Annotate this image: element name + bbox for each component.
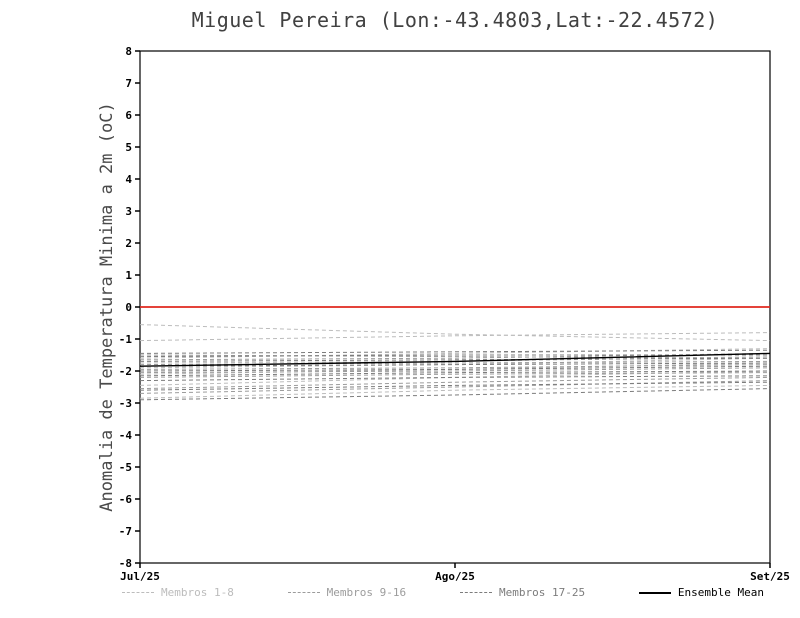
member-line-group-3 bbox=[139, 370, 771, 377]
legend-item: Membros 1-8 bbox=[122, 586, 234, 599]
member-line-group-3 bbox=[139, 365, 771, 372]
member-line-group-2 bbox=[139, 367, 771, 374]
legend-label: Membros 9-16 bbox=[326, 586, 407, 599]
legend-line-swatch bbox=[638, 591, 671, 594]
member-line-group-2 bbox=[139, 380, 771, 394]
x-tick-label: Ago/25 bbox=[435, 570, 475, 583]
y-tick-label: 6 bbox=[125, 109, 132, 122]
member-line-group-2 bbox=[139, 354, 771, 359]
legend-label: Membros 17-25 bbox=[498, 586, 586, 599]
member-line-group-3 bbox=[139, 354, 770, 358]
member-line-group-1 bbox=[139, 324, 771, 342]
y-tick-label: -6 bbox=[119, 493, 133, 506]
y-tick-label: 4 bbox=[125, 173, 132, 186]
member-line-group-1 bbox=[139, 348, 771, 359]
y-tick-label: 0 bbox=[125, 301, 132, 314]
member-line-group-1 bbox=[139, 384, 771, 399]
legend-line-swatch bbox=[287, 592, 320, 593]
legend-line-swatch bbox=[459, 592, 492, 593]
y-tick-label: 8 bbox=[125, 45, 132, 58]
y-tick-label: 7 bbox=[125, 77, 132, 90]
y-tick-label: 2 bbox=[125, 237, 132, 250]
member-line-group-3 bbox=[139, 349, 771, 354]
y-tick-label: 5 bbox=[125, 141, 132, 154]
legend: Membros 1-8 Membros 9-16 Membros 17-25 Ense… bbox=[122, 586, 764, 599]
y-tick-label: -8 bbox=[119, 557, 132, 570]
legend-label: Membros 1-8 bbox=[161, 586, 234, 599]
member-line-group-2 bbox=[139, 364, 771, 370]
chart-title: Miguel Pereira (Lon:-43.4803,Lat:-22.457… bbox=[191, 8, 719, 32]
member-line-group-2 bbox=[139, 376, 771, 390]
legend-label: Ensemble Mean bbox=[677, 586, 764, 599]
member-line-group-3 bbox=[139, 357, 771, 362]
member-line-group-1 bbox=[139, 332, 771, 342]
ensemble-mean-line bbox=[139, 352, 771, 367]
y-tick-label: -2 bbox=[119, 365, 132, 378]
y-tick-label: 3 bbox=[125, 205, 132, 218]
y-tick-label: -5 bbox=[119, 461, 132, 474]
member-line-group-3 bbox=[139, 388, 771, 401]
member-line-group-3 bbox=[139, 375, 771, 382]
member-line-group-2 bbox=[139, 372, 771, 378]
x-tick-label: Set/25 bbox=[750, 570, 790, 583]
legend-item: Ensemble Mean bbox=[638, 586, 764, 599]
y-tick-label: 1 bbox=[125, 269, 132, 282]
y-tick-label: -7 bbox=[119, 525, 132, 538]
y-tick-label: -4 bbox=[119, 429, 133, 442]
legend-line-swatch bbox=[122, 592, 154, 593]
legend-item: Membros 17-25 bbox=[459, 586, 586, 599]
y-tick-label: -3 bbox=[119, 397, 132, 410]
x-tick-label: Jul/25 bbox=[120, 570, 160, 583]
y-tick-label: -1 bbox=[119, 333, 133, 346]
member-line-group-3 bbox=[139, 362, 771, 367]
member-line-group-3 bbox=[139, 381, 771, 391]
legend-item: Membros 9-16 bbox=[287, 586, 407, 599]
